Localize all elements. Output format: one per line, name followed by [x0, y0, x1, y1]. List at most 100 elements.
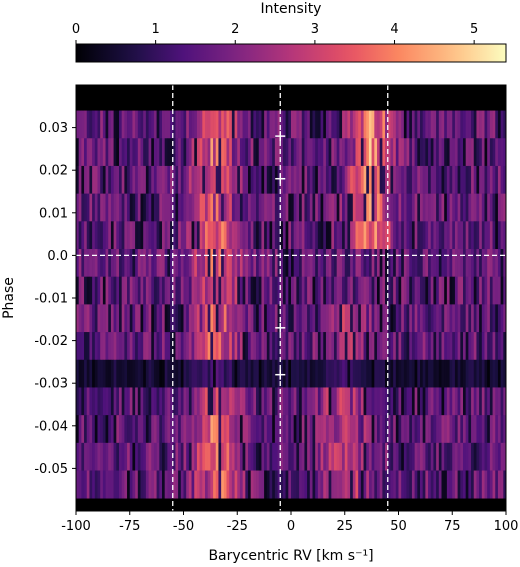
- heatmap-cell: [484, 470, 488, 499]
- heatmap-cell: [210, 138, 214, 167]
- heatmap-cell: [137, 193, 141, 222]
- heatmap-cell: [460, 193, 464, 222]
- heatmap-cell: [441, 276, 445, 305]
- heatmap-cell: [86, 359, 90, 388]
- heatmap-cell: [363, 442, 367, 471]
- heatmap-cell: [86, 332, 90, 361]
- heatmap-cell: [347, 249, 351, 277]
- heatmap-cell: [258, 332, 262, 361]
- heatmap-cell: [492, 138, 496, 167]
- heatmap-cell: [145, 165, 149, 194]
- heatmap-cell: [446, 221, 450, 250]
- heatmap-cell: [497, 276, 501, 305]
- heatmap-cell: [446, 110, 450, 139]
- heatmap-cell: [188, 387, 192, 416]
- heatmap-cell: [153, 276, 157, 305]
- heatmap-cell: [368, 110, 372, 139]
- y-tick-label: -0.04: [34, 419, 68, 434]
- heatmap-cell: [159, 276, 163, 305]
- heatmap-cell: [382, 110, 386, 139]
- heatmap-cell: [213, 332, 217, 361]
- heatmap-cell: [78, 470, 82, 499]
- heatmap-cell: [336, 359, 340, 388]
- heatmap-cell: [403, 332, 407, 361]
- heatmap-cell: [339, 110, 343, 139]
- heatmap-cell: [164, 470, 168, 499]
- heatmap-cell: [374, 276, 378, 305]
- heatmap-cell: [127, 387, 131, 416]
- heatmap-cell: [398, 138, 402, 167]
- heatmap-cell: [301, 387, 305, 416]
- heatmap-cell: [129, 138, 133, 167]
- heatmap-cell: [336, 276, 340, 305]
- heatmap-cell: [379, 249, 383, 277]
- heatmap-cell: [390, 415, 394, 444]
- heatmap-cell: [272, 221, 276, 250]
- heatmap-cell: [422, 249, 426, 277]
- heatmap-cell: [476, 304, 480, 333]
- heatmap-cell: [299, 387, 303, 416]
- heatmap-cell: [379, 442, 383, 471]
- heatmap-cell: [420, 276, 423, 305]
- heatmap-cell: [280, 193, 284, 222]
- heatmap-cell: [140, 249, 144, 277]
- heatmap-cell: [280, 359, 284, 388]
- heatmap-cell: [180, 165, 184, 194]
- heatmap-cell: [398, 110, 402, 139]
- heatmap-cell: [395, 249, 399, 277]
- heatmap-cell: [194, 442, 198, 471]
- heatmap-cell: [285, 276, 289, 305]
- heatmap-cell: [331, 165, 335, 194]
- heatmap-cell: [315, 249, 319, 277]
- heatmap-cell: [151, 193, 155, 222]
- heatmap-cell: [280, 276, 284, 305]
- heatmap-cell: [433, 249, 437, 277]
- heatmap-cell: [135, 304, 139, 333]
- heatmap-cell: [202, 415, 206, 444]
- heatmap-cell: [97, 470, 101, 499]
- heatmap-cell: [253, 442, 257, 471]
- heatmap-cell: [444, 359, 448, 388]
- heatmap-cell: [487, 165, 491, 194]
- heatmap-cell: [110, 249, 114, 277]
- heatmap-cell: [495, 110, 499, 139]
- heatmap-cell: [269, 304, 273, 333]
- heatmap-cell: [76, 276, 79, 305]
- heatmap-cell: [291, 359, 294, 388]
- heatmap-cell: [248, 221, 251, 250]
- heatmap-cell: [497, 193, 501, 222]
- heatmap-cell: [215, 415, 219, 444]
- heatmap-cell: [323, 415, 327, 444]
- heatmap-cell: [398, 249, 402, 277]
- heatmap-cell: [116, 276, 120, 305]
- heatmap-cell: [492, 276, 496, 305]
- heatmap-cell: [438, 221, 442, 250]
- heatmap-cell: [178, 359, 182, 388]
- heatmap-cell: [291, 138, 294, 167]
- heatmap-cell: [420, 415, 423, 444]
- heatmap-cell: [218, 221, 222, 250]
- heatmap-cell: [492, 249, 496, 277]
- heatmap-cell: [317, 165, 321, 194]
- heatmap-cell: [433, 193, 437, 222]
- heatmap-cell: [379, 304, 383, 333]
- heatmap-cell: [385, 442, 389, 471]
- heatmap-cell: [428, 387, 432, 416]
- heatmap-cell: [438, 193, 442, 222]
- heatmap-cell: [119, 332, 122, 361]
- heatmap-cell: [132, 138, 136, 167]
- heatmap-cell: [481, 387, 485, 416]
- heatmap-cell: [186, 276, 190, 305]
- heatmap-cell: [309, 304, 313, 333]
- heatmap-cell: [186, 332, 190, 361]
- heatmap-cell: [387, 415, 391, 444]
- heatmap-cell: [153, 193, 157, 222]
- heatmap-cell: [256, 138, 260, 167]
- heatmap-cell: [358, 249, 362, 277]
- heatmap-cell: [395, 359, 399, 388]
- heatmap-cell: [135, 276, 139, 305]
- overlay-lines: [76, 85, 506, 511]
- heatmap-cell: [420, 249, 423, 277]
- heatmap-cell: [377, 249, 380, 277]
- heatmap-cell: [331, 138, 335, 167]
